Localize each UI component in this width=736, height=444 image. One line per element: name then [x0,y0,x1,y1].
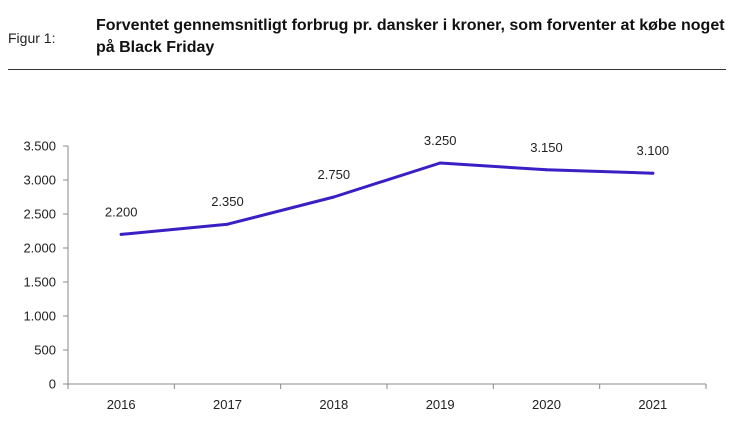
x-tick-label: 2018 [319,397,348,412]
y-tick-label: 1.000 [23,309,56,324]
y-tick-label: 3.500 [23,139,56,154]
x-axis-tick-labels: 2016 2017 2018 2019 2020 2021 [107,397,668,412]
data-label: 3.150 [530,140,563,155]
chart-series [119,161,655,236]
y-tick-label: 500 [34,343,56,358]
data-point [545,168,548,172]
y-tick-label: 2.000 [23,241,56,256]
x-tick-label: 2017 [213,397,242,412]
y-tick-label: 3.000 [23,173,56,188]
y-tick-label: 1.500 [23,275,56,290]
x-tick-label: 2020 [532,397,561,412]
data-point [332,195,336,199]
data-label: 3.250 [424,133,457,148]
data-label: 2.200 [105,204,138,219]
data-label: 2.350 [211,194,244,209]
data-point [226,222,229,226]
figure-label: Figur 1: [8,30,56,46]
series-line [119,161,655,236]
data-point [438,161,442,165]
data-point [119,232,123,236]
y-tick-label: 0 [49,377,56,392]
x-tick-label: 2019 [426,397,455,412]
chart-axes [63,145,707,389]
x-tick-label: 2016 [107,397,136,412]
y-axis-tick-labels: 0 500 1.000 1.500 2.000 2.500 3.000 3.500 [23,139,56,392]
data-labels: 2.200 2.350 2.750 3.250 3.150 3.100 [105,133,669,219]
data-label: 2.750 [318,167,351,182]
title-divider [8,69,726,70]
figure-title: Forventet gennemsnitligt forbrug pr. dan… [96,17,725,56]
data-point [651,171,655,175]
y-tick-label: 2.500 [23,207,56,222]
data-label: 3.100 [637,143,670,158]
x-tick-label: 2021 [638,397,667,412]
